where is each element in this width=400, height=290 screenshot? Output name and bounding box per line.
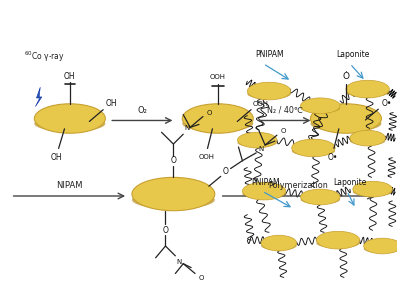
Ellipse shape bbox=[261, 235, 297, 251]
Text: Ȯ: Ȯ bbox=[342, 72, 350, 81]
Ellipse shape bbox=[238, 132, 277, 148]
Ellipse shape bbox=[316, 238, 360, 248]
Text: OH: OH bbox=[105, 99, 117, 108]
Ellipse shape bbox=[300, 104, 340, 113]
Ellipse shape bbox=[364, 238, 400, 254]
Text: OOH: OOH bbox=[210, 74, 226, 80]
Ellipse shape bbox=[353, 181, 392, 197]
Ellipse shape bbox=[242, 189, 286, 199]
Text: NIPAM: NIPAM bbox=[56, 181, 82, 190]
Ellipse shape bbox=[182, 104, 253, 133]
Ellipse shape bbox=[247, 89, 291, 99]
Text: OH: OH bbox=[51, 153, 62, 162]
Ellipse shape bbox=[353, 188, 392, 196]
Ellipse shape bbox=[34, 116, 105, 132]
Text: O: O bbox=[170, 156, 176, 165]
Text: N: N bbox=[184, 125, 190, 131]
Ellipse shape bbox=[310, 116, 382, 132]
Text: O•: O• bbox=[382, 99, 392, 108]
Text: PNIPAM: PNIPAM bbox=[251, 178, 280, 187]
Text: O: O bbox=[280, 128, 286, 134]
Text: O: O bbox=[223, 167, 228, 176]
Text: N: N bbox=[258, 146, 264, 152]
Ellipse shape bbox=[316, 231, 360, 249]
Ellipse shape bbox=[346, 80, 389, 98]
Ellipse shape bbox=[310, 104, 382, 133]
Ellipse shape bbox=[292, 146, 335, 156]
Text: O•: O• bbox=[328, 153, 338, 162]
Ellipse shape bbox=[350, 130, 385, 146]
Text: O: O bbox=[206, 110, 212, 116]
Ellipse shape bbox=[346, 87, 389, 97]
Text: OOH: OOH bbox=[253, 101, 269, 107]
Text: N₂ / 40℃: N₂ / 40℃ bbox=[267, 106, 303, 115]
Ellipse shape bbox=[247, 82, 291, 100]
Polygon shape bbox=[35, 87, 42, 107]
Ellipse shape bbox=[261, 242, 297, 250]
Text: O₂: O₂ bbox=[137, 106, 147, 115]
Text: PNIPAM: PNIPAM bbox=[255, 50, 284, 59]
Ellipse shape bbox=[242, 182, 286, 200]
Text: OH: OH bbox=[64, 72, 76, 81]
Ellipse shape bbox=[132, 191, 215, 209]
Ellipse shape bbox=[182, 116, 253, 132]
Text: OOH: OOH bbox=[198, 154, 214, 160]
Ellipse shape bbox=[300, 195, 340, 204]
Text: Laponite: Laponite bbox=[336, 50, 370, 59]
Ellipse shape bbox=[350, 137, 385, 145]
Text: Laponite: Laponite bbox=[333, 178, 366, 187]
Text: N: N bbox=[177, 259, 182, 265]
Ellipse shape bbox=[300, 98, 340, 114]
Ellipse shape bbox=[34, 104, 105, 133]
Text: $^{60}$Co γ-ray: $^{60}$Co γ-ray bbox=[24, 50, 65, 64]
Ellipse shape bbox=[364, 244, 400, 253]
Text: O: O bbox=[198, 276, 204, 281]
Ellipse shape bbox=[238, 139, 277, 147]
Text: O: O bbox=[162, 226, 168, 235]
Ellipse shape bbox=[292, 139, 335, 157]
Text: Polymerization: Polymerization bbox=[269, 181, 328, 190]
Ellipse shape bbox=[300, 189, 340, 205]
Ellipse shape bbox=[132, 177, 215, 211]
